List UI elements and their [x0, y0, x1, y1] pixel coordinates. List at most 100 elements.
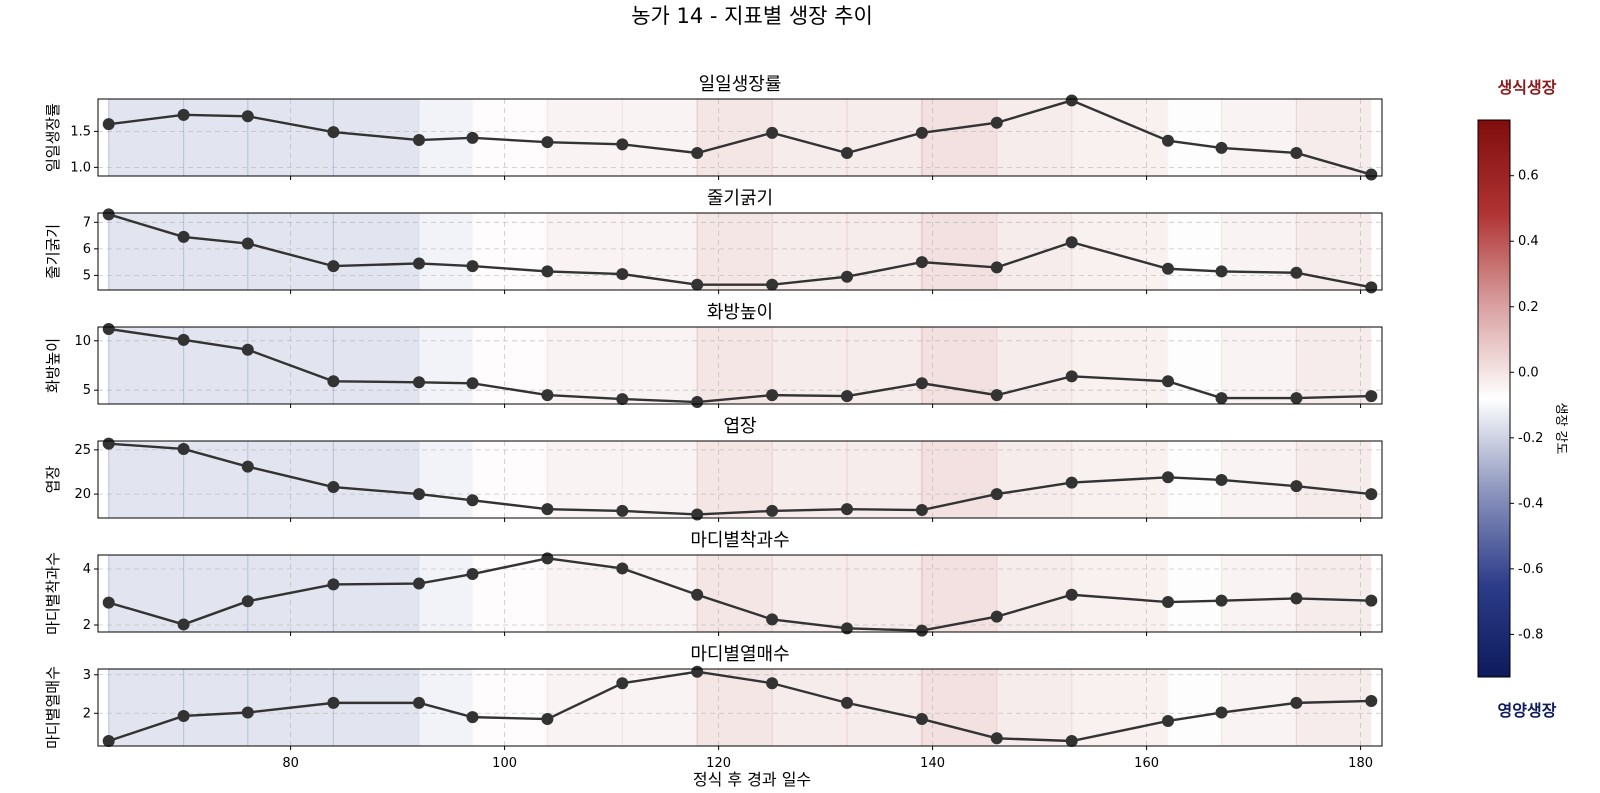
x-tick-label: 100: [492, 756, 517, 771]
x-tick-label: 120: [706, 756, 731, 771]
data-point: [241, 595, 254, 608]
data-point: [1065, 370, 1078, 383]
intensity-band: [921, 99, 997, 176]
intensity-band: [1296, 555, 1372, 632]
intensity-band: [108, 99, 184, 176]
intensity-band: [183, 669, 248, 746]
data-point: [766, 126, 779, 139]
data-point: [1290, 696, 1303, 709]
y-axis-label: 엽장: [44, 466, 62, 494]
intensity-band: [1168, 327, 1222, 404]
intensity-band: [183, 213, 248, 290]
data-point: [541, 265, 554, 278]
intensity-band: [622, 213, 698, 290]
intensity-band: [1221, 213, 1297, 290]
data-point: [1365, 594, 1378, 607]
intensity-band: [772, 441, 847, 518]
data-point: [102, 734, 115, 747]
panels: 1.01.5일일생장률일일생장률567줄기굵기줄기굵기510화방높이화방높이20…: [44, 74, 1383, 750]
intensity-band: [1071, 213, 1168, 290]
intensity-band: [108, 441, 184, 518]
data-point: [1365, 694, 1378, 707]
intensity-band: [472, 555, 548, 632]
data-point: [102, 437, 115, 450]
intensity-band: [697, 99, 773, 176]
data-point: [1365, 281, 1378, 294]
intensity-band: [996, 213, 1072, 290]
intensity-band: [1071, 669, 1168, 746]
intensity-band: [183, 99, 248, 176]
intensity-band: [333, 441, 419, 518]
data-point: [1215, 706, 1228, 719]
data-point: [616, 504, 629, 517]
intensity-band: [1296, 327, 1372, 404]
data-point: [1215, 141, 1228, 154]
data-point: [466, 131, 479, 144]
panel-frame: [97, 440, 1383, 519]
intensity-band: [108, 327, 184, 404]
intensity-band: [108, 669, 184, 746]
intensity-band: [622, 555, 698, 632]
data-point: [1365, 168, 1378, 181]
intensity-band: [921, 327, 997, 404]
intensity-band: [921, 555, 997, 632]
x-tick-label: 160: [1134, 756, 1159, 771]
data-point: [327, 481, 340, 494]
intensity-band: [847, 99, 922, 176]
y-tick-label: 4: [83, 562, 91, 577]
x-tick-label: 140: [920, 756, 945, 771]
data-point: [241, 237, 254, 250]
data-point: [915, 713, 928, 726]
data-point: [1065, 476, 1078, 489]
data-point: [541, 503, 554, 516]
data-point: [177, 230, 190, 243]
data-point: [766, 613, 779, 626]
intensity-band: [472, 441, 548, 518]
data-point: [413, 134, 425, 147]
data-point: [1162, 375, 1174, 388]
intensity-band: [419, 669, 473, 746]
data-point: [241, 460, 254, 473]
colorbar-bar: [1477, 119, 1511, 678]
data-point: [1290, 592, 1303, 605]
colorbar-bottom-label: 영양생장: [1498, 701, 1557, 720]
colorbar-tick-label: -0.2: [1518, 431, 1543, 446]
data-point: [1290, 392, 1303, 405]
intensity-band: [1221, 99, 1297, 176]
data-point: [841, 270, 853, 283]
colorbar-label: 생장 강도: [1553, 403, 1568, 455]
data-point: [177, 333, 190, 346]
data-point: [990, 261, 1003, 274]
data-point: [1290, 146, 1303, 159]
data-point: [1065, 94, 1078, 107]
data-point: [1215, 594, 1228, 607]
series-line: [108, 557, 1372, 632]
data-point: [1065, 734, 1078, 747]
intensity-band: [333, 213, 419, 290]
intensity-band: [1168, 99, 1222, 176]
intensity-band: [472, 213, 548, 290]
x-axis: 80 100 120 140 160 180: [282, 756, 1373, 771]
intensity-band: [1071, 327, 1168, 404]
data-point: [1065, 588, 1078, 601]
data-point: [841, 622, 853, 635]
intensity-band: [1296, 669, 1372, 746]
intensity-band: [419, 327, 473, 404]
data-point: [990, 389, 1003, 402]
data-point: [466, 377, 479, 390]
series-line: [108, 99, 1372, 176]
series-line: [108, 670, 1372, 743]
y-tick-label: 7: [83, 215, 91, 230]
y-tick-label: 5: [83, 268, 91, 283]
intensity-band: [1221, 441, 1297, 518]
data-point: [413, 376, 425, 389]
y-axis-label: 화방높이: [44, 338, 62, 393]
intensity-band: [472, 327, 548, 404]
panel-frame: [97, 668, 1383, 747]
data-point: [327, 696, 340, 709]
data-point: [766, 504, 779, 517]
